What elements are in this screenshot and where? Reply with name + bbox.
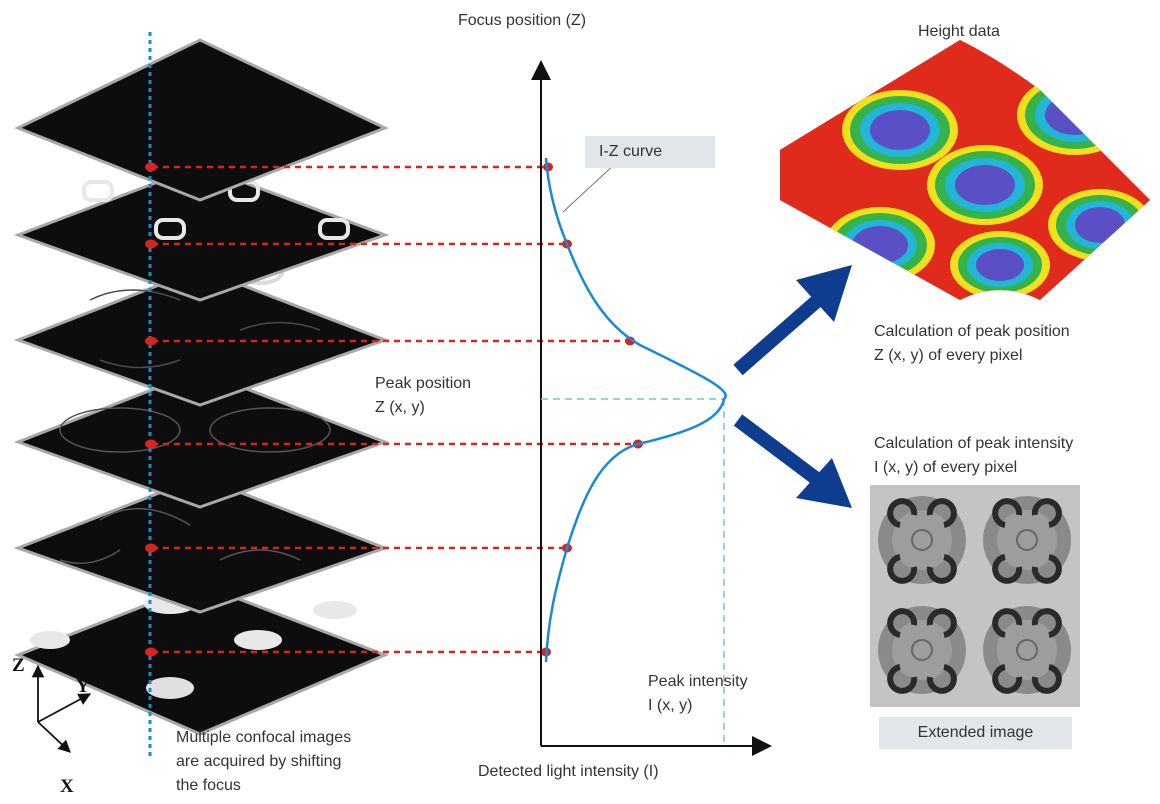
peak-intensity-label: Peak intensity xyxy=(648,673,748,690)
focus-axis-label: Focus position (Z) xyxy=(458,12,587,29)
extended-image-label: Extended image xyxy=(879,717,1072,749)
iz-curve-label: I-Z curve xyxy=(585,136,715,168)
z-axis-letter: Z xyxy=(12,655,25,676)
caption-line-3: the focus xyxy=(176,777,241,794)
caption-line-1: Multiple confocal images xyxy=(176,729,352,746)
xyz-axes-indicator xyxy=(31,664,92,753)
calc-position-label: Calculation of peak position xyxy=(874,323,1070,340)
red-dots xyxy=(145,162,643,657)
calc-intensity-sub: I (x, y) of every pixel xyxy=(874,459,1018,476)
peak-position-label: Peak position xyxy=(375,375,472,392)
peak-intensity-value: I (x, y) xyxy=(648,697,693,714)
arrow-to-extended xyxy=(733,414,852,508)
height-data-label: Height data xyxy=(918,23,1000,40)
confocal-slice-4 xyxy=(13,369,390,509)
iz-curve-line xyxy=(544,157,727,663)
caption-line-2: are acquired by shifting xyxy=(176,753,342,770)
height-data-surface xyxy=(780,40,1150,300)
arrow-to-height xyxy=(733,265,852,376)
iz-graph xyxy=(531,60,772,756)
slice-stack xyxy=(13,38,390,736)
calc-intensity-label: Calculation of peak intensity xyxy=(874,435,1074,452)
intensity-axis-label: Detected light intensity (I) xyxy=(478,763,659,780)
red-guides xyxy=(152,165,638,654)
extended-image-picture xyxy=(870,485,1080,707)
y-axis-letter: Y xyxy=(76,676,90,697)
calc-position-sub: Z (x, y) of every pixel xyxy=(874,347,1023,364)
confocal-slice-1 xyxy=(14,38,389,202)
confocal-slice-6 xyxy=(14,582,389,736)
peak-position-value: Z (x, y) xyxy=(375,399,425,416)
x-axis-letter: X xyxy=(60,776,74,797)
